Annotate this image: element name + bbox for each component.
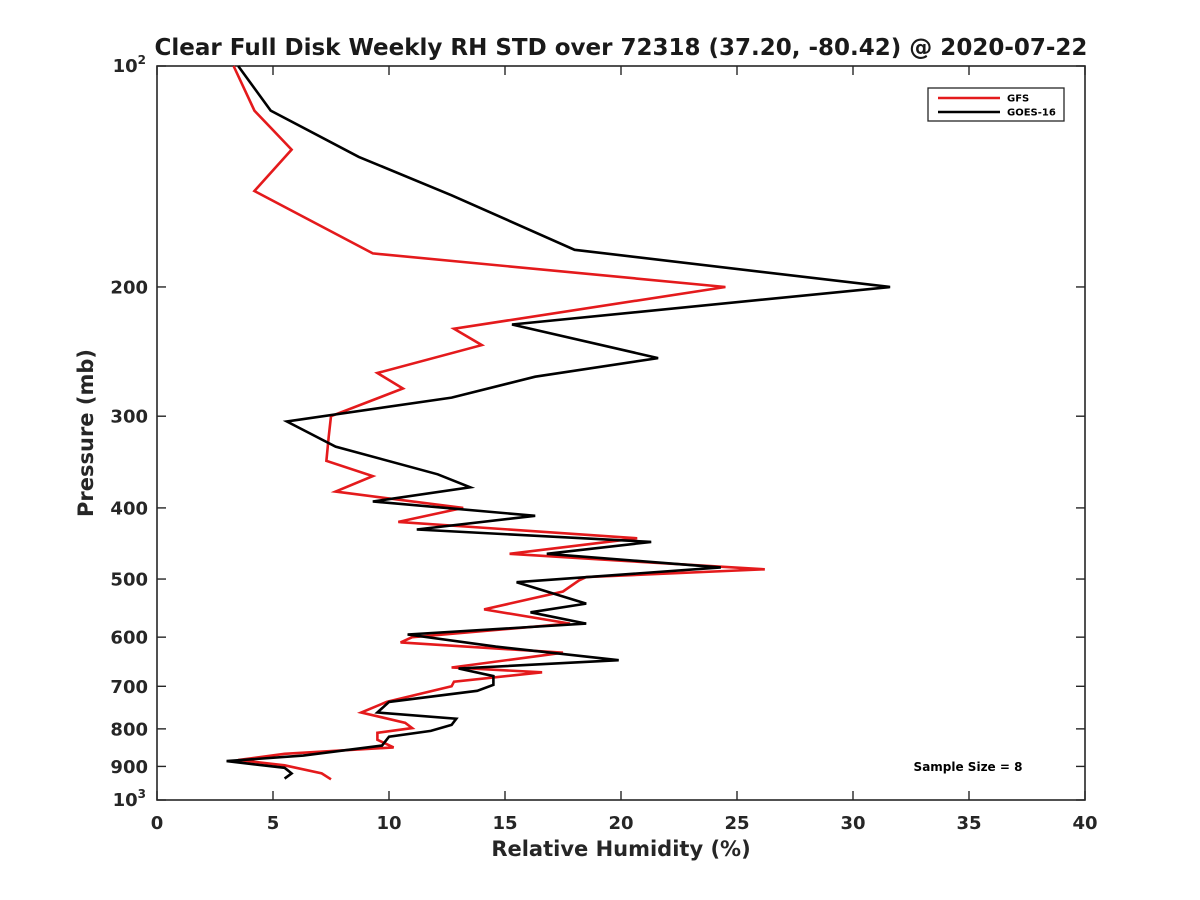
y-tick-label: 600	[110, 628, 148, 649]
series-line-gfs	[232, 65, 765, 781]
y-axis-label: Pressure (mb)	[74, 349, 98, 517]
sample-size-annotation: Sample Size = 8	[914, 760, 1023, 774]
y-tick-label: 800	[110, 719, 148, 740]
y-tick-label: 400	[110, 498, 148, 519]
x-axis-ticks: 0 5 10 15 20 25 30 35 40	[151, 66, 1098, 834]
axes-frame	[156, 65, 1086, 801]
y-axis-ticks: 102 200 300 400 500 600 700 800 900 103	[110, 53, 1085, 811]
y-tick-label: 200	[110, 277, 148, 298]
y-tick-label: 102	[113, 53, 146, 77]
x-tick-label: 25	[724, 813, 749, 834]
legend-box	[927, 87, 1065, 122]
y-tick-label: 700	[110, 677, 148, 698]
chart-title: Clear Full Disk Weekly RH STD over 72318…	[155, 35, 1088, 61]
x-tick-label: 5	[267, 813, 280, 834]
series-line-goes-16	[226, 65, 891, 780]
x-axis-label: Relative Humidity (%)	[491, 837, 750, 861]
x-tick-label: 10	[376, 813, 401, 834]
y-tick-label: 103	[113, 787, 146, 811]
y-tick-label: 500	[110, 570, 148, 591]
x-tick-label: 30	[840, 813, 865, 834]
x-tick-label: 20	[608, 813, 633, 834]
legend: GFS GOES-16	[927, 87, 1065, 122]
x-tick-label: 0	[151, 813, 164, 834]
plot-area: 0 5 10 15 20 25 30 35 40 102 200 300 400 500 600 700 80…	[110, 53, 1097, 834]
y-tick-label: 300	[110, 407, 148, 428]
x-tick-label: 15	[492, 813, 517, 834]
legend-label-gfs: GFS	[1007, 94, 1029, 105]
legend-label-goes-16: GOES-16	[1007, 108, 1056, 119]
y-tick-label: 900	[110, 757, 148, 778]
x-tick-label: 35	[956, 813, 981, 834]
series-layer	[226, 65, 891, 781]
x-tick-label: 40	[1072, 813, 1097, 834]
